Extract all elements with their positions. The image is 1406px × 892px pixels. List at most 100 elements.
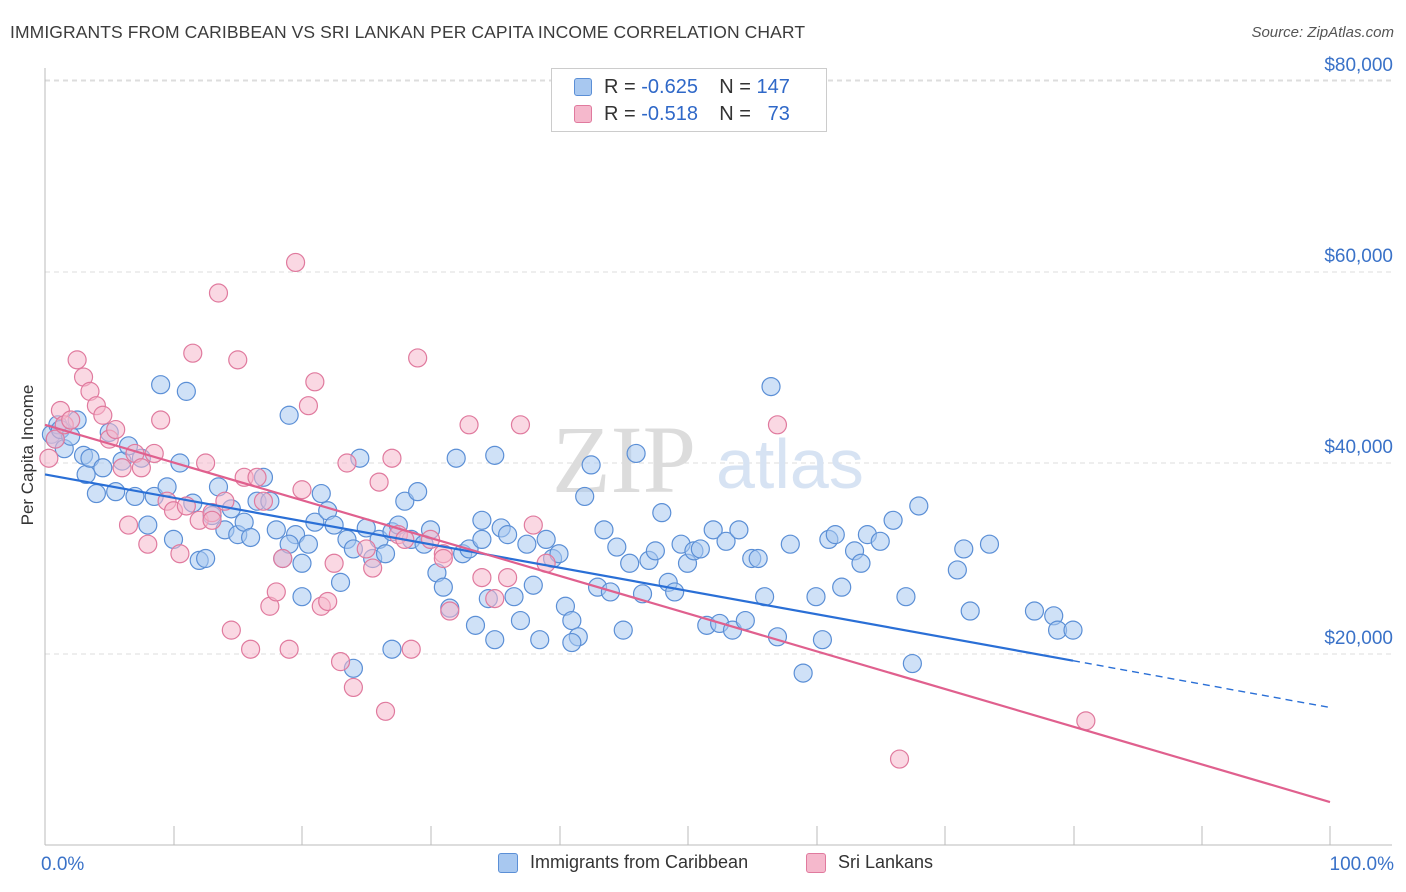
caribbean-point	[530, 630, 550, 650]
srilankan-point	[485, 589, 505, 609]
caribbean-point	[832, 577, 852, 597]
srilankan-point	[131, 458, 151, 478]
srilankan-point	[39, 448, 59, 468]
legend-row-srilankan: R = -0.518 N = 73	[552, 100, 790, 128]
legend-n-label: N =	[719, 75, 751, 98]
srilankan-point	[67, 350, 87, 370]
caribbean-point	[176, 381, 196, 401]
caribbean-point	[562, 632, 582, 653]
caribbean-point	[909, 496, 929, 516]
legend-n-value: 73	[767, 102, 790, 125]
caribbean-point	[292, 553, 312, 573]
series-legend-srilankans[interactable]: Sri Lankans	[806, 852, 933, 873]
caribbean-point	[330, 572, 351, 592]
series-legend-label: Sri Lankans	[838, 852, 934, 872]
caribbean-point	[729, 520, 749, 540]
caribbean-point	[620, 553, 640, 573]
caribbean-point	[465, 615, 486, 635]
legend-r-label: R =	[604, 102, 636, 125]
srilankan-point	[305, 372, 325, 392]
legend-r-value: -0.518	[641, 102, 698, 125]
caribbean-point	[645, 541, 665, 561]
srilankan-point	[93, 405, 113, 425]
srilankan-point	[459, 415, 479, 435]
caribbean-point	[902, 653, 922, 674]
srilankan-point	[228, 350, 248, 370]
legend-r-label: R =	[604, 75, 636, 98]
series-legend: Immigrants from Caribbean Sri Lankans	[0, 852, 1406, 878]
srilankan-point	[45, 429, 65, 449]
caribbean-point	[536, 529, 556, 550]
caribbean-point	[594, 520, 614, 540]
caribbean-point	[870, 531, 890, 551]
caribbean-point	[735, 610, 755, 631]
caribbean-point	[170, 453, 190, 473]
caribbean-point	[382, 639, 402, 659]
caribbean-point	[581, 455, 601, 475]
caribbean-point	[292, 587, 312, 607]
srilankan-point	[221, 620, 241, 640]
caribbean-point	[472, 529, 492, 550]
caribbean-point	[562, 610, 582, 631]
caribbean-point	[523, 575, 543, 595]
caribbean-point	[80, 448, 100, 468]
caribbean-trend-extension	[1072, 659, 1331, 709]
y-tick-label: $80,000	[1324, 55, 1393, 76]
srilankan-point	[401, 639, 421, 659]
caribbean-point	[703, 520, 723, 540]
caribbean-point	[665, 582, 685, 602]
caribbean-point	[138, 515, 158, 535]
source-label: Source: ZipAtlas.com	[1251, 24, 1394, 41]
srilankan-point	[889, 749, 910, 769]
srilankan-point	[408, 348, 428, 368]
caribbean-point	[793, 663, 813, 683]
legend-row-caribbean: R = -0.625 N = 147	[552, 73, 790, 101]
srilankan-point	[247, 467, 267, 487]
caribbean-point	[575, 486, 595, 507]
caribbean-point	[613, 620, 633, 640]
srilankan-point	[266, 582, 286, 602]
caribbean-point	[761, 377, 781, 397]
caribbean-point	[825, 525, 845, 545]
srilankan-point	[369, 472, 389, 492]
srilankan-point	[1076, 711, 1096, 731]
caribbean-point	[607, 537, 627, 557]
caribbean-point	[896, 587, 916, 607]
srilankan-point	[440, 601, 460, 621]
caribbean-point	[86, 483, 107, 504]
srilankan-point	[324, 553, 344, 573]
srilankan-point	[183, 343, 203, 363]
series-swatch-pink	[806, 852, 826, 873]
y-tick-label: $20,000	[1324, 628, 1393, 649]
caribbean-point	[298, 534, 319, 554]
caribbean-point	[748, 548, 768, 569]
legend-n-value: 147	[756, 75, 790, 98]
caribbean-point	[954, 539, 974, 559]
caribbean-point	[883, 510, 903, 530]
series-legend-caribbean[interactable]: Immigrants from Caribbean	[498, 852, 748, 873]
caribbean-point	[510, 610, 531, 631]
caribbean-point	[504, 587, 524, 607]
srilankan-point	[208, 283, 229, 303]
caribbean-point	[690, 539, 710, 559]
caribbean-point	[151, 375, 171, 395]
caribbean-point	[93, 458, 113, 478]
srilankan-point	[298, 396, 319, 416]
srilankan-point	[510, 415, 531, 435]
srilankan-point	[273, 548, 293, 569]
caribbean-point	[498, 525, 518, 545]
caribbean-point	[1063, 620, 1083, 640]
caribbean-point	[767, 627, 788, 647]
srilankan-point	[170, 544, 190, 564]
srilankan-point	[433, 548, 453, 569]
srilankan-point	[241, 639, 261, 659]
srilankan-point	[292, 480, 312, 500]
srilankan-point	[767, 415, 788, 435]
watermark-zip: ZIP	[552, 406, 696, 513]
caribbean-point	[266, 520, 286, 540]
srilankan-point	[285, 252, 306, 273]
watermark-atlas: atlas	[716, 425, 864, 503]
caribbean-point	[780, 534, 800, 554]
caribbean-point	[485, 630, 505, 650]
y-tick-label: $40,000	[1324, 437, 1393, 458]
